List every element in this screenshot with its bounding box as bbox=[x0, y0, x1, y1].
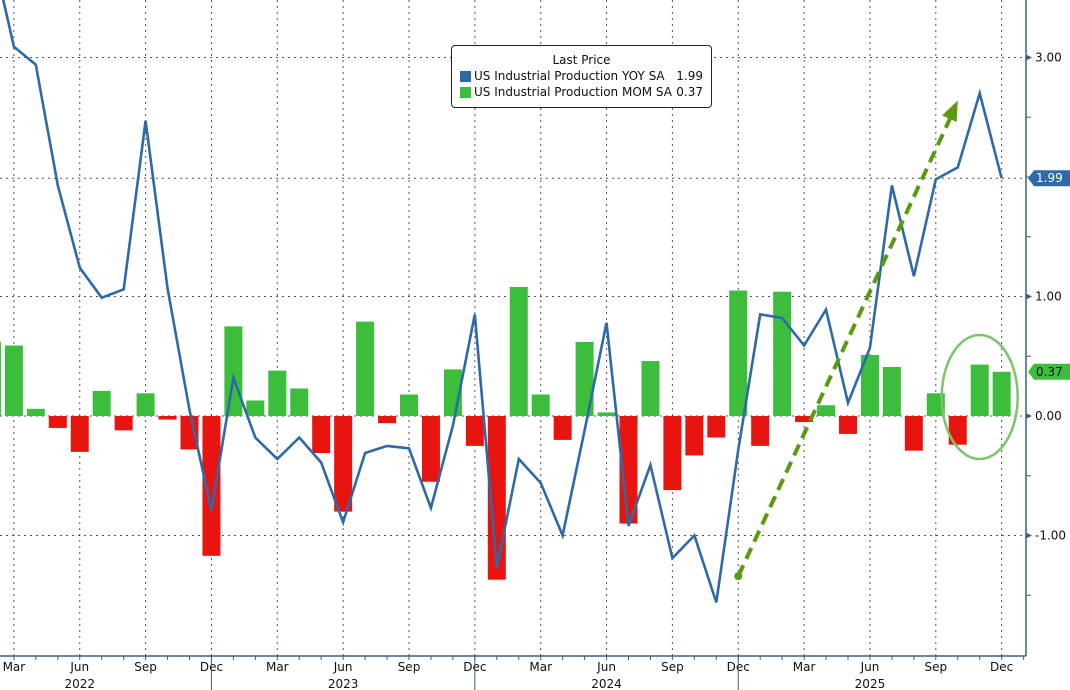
y-tick-mark bbox=[1026, 413, 1032, 419]
bar-mom bbox=[641, 361, 660, 416]
legend-label-mom: US Industrial Production MOM SA bbox=[474, 85, 672, 99]
x-tick-label: Jun bbox=[860, 660, 880, 674]
y-tick-mark bbox=[1026, 293, 1032, 300]
bar-mom bbox=[290, 388, 309, 416]
bar-mom bbox=[685, 416, 704, 456]
x-tick-label: Mar bbox=[266, 660, 289, 674]
bar-mom bbox=[202, 416, 221, 556]
x-tick-label: Dec bbox=[990, 660, 1013, 674]
bar-mom bbox=[246, 400, 265, 416]
legend-item-yoy: US Industrial Production YOY SA 1.99 bbox=[452, 68, 711, 84]
legend-label-yoy: US Industrial Production YOY SA bbox=[474, 69, 665, 83]
bar-mom bbox=[0, 341, 1, 416]
x-tick-label: Mar bbox=[3, 660, 26, 674]
bar-mom bbox=[158, 416, 177, 420]
bar-mom bbox=[597, 412, 616, 416]
year-label: 2025 bbox=[855, 677, 886, 690]
bar-mom bbox=[860, 355, 879, 416]
bar-mom bbox=[795, 416, 814, 422]
bar-mom bbox=[136, 393, 155, 416]
bar-mom bbox=[992, 371, 1011, 416]
y-tick-mark bbox=[1026, 54, 1032, 61]
bar-mom bbox=[487, 416, 506, 580]
year-label: 2024 bbox=[591, 677, 622, 690]
bar-mom bbox=[378, 416, 397, 424]
bar-mom bbox=[312, 416, 331, 454]
bar-mom bbox=[839, 416, 857, 434]
bar-mom bbox=[26, 408, 45, 416]
bar-mom bbox=[663, 416, 682, 491]
line-yoy bbox=[1, 0, 1003, 603]
legend-swatch-yoy bbox=[460, 70, 471, 82]
bar-mom bbox=[531, 394, 550, 416]
bar-mom bbox=[773, 291, 792, 416]
bar-mom bbox=[882, 367, 901, 416]
trend-arrow-start bbox=[734, 572, 743, 581]
bar-mom bbox=[400, 394, 418, 416]
y-tick-mark bbox=[1026, 532, 1032, 539]
bar-mom bbox=[421, 416, 440, 482]
yoy-last-value-tag bbox=[1028, 170, 1070, 187]
bar-mom bbox=[575, 341, 594, 416]
bar-mom bbox=[751, 416, 770, 446]
bar-mom bbox=[180, 416, 199, 450]
mom-last-value-tag-label: 0.37 bbox=[1036, 365, 1063, 379]
x-tick-label: Jun bbox=[333, 660, 353, 674]
legend-value-mom: 0.37 bbox=[676, 85, 703, 99]
legend: Last Price US Industrial Production YOY … bbox=[451, 45, 712, 108]
y-axis-background bbox=[1026, 0, 1070, 690]
trend-arrowhead bbox=[942, 100, 958, 123]
x-tick-label: Mar bbox=[793, 660, 816, 674]
mom-last-value-tag bbox=[1028, 363, 1070, 380]
legend-title: Last Price bbox=[552, 53, 611, 67]
bar-mom bbox=[268, 370, 287, 416]
bar-mom bbox=[926, 393, 945, 416]
yoy-last-value-tag-label: 1.99 bbox=[1036, 171, 1063, 185]
legend-swatch-mom bbox=[460, 86, 471, 98]
x-tick-label: Mar bbox=[529, 660, 552, 674]
x-tick-label: Sep bbox=[398, 660, 421, 674]
y-tick-label: 0.00 bbox=[1035, 409, 1062, 423]
x-tick-label: Jun bbox=[69, 660, 89, 674]
bar-mom bbox=[92, 390, 111, 416]
y-tick-label: 1.00 bbox=[1035, 290, 1062, 304]
bar-mom bbox=[465, 416, 484, 446]
bar-mom bbox=[619, 416, 638, 524]
x-tick-label: Sep bbox=[924, 660, 947, 674]
bar-mom bbox=[224, 326, 243, 416]
trend-arrow bbox=[736, 109, 956, 577]
bar-mom bbox=[114, 416, 133, 431]
x-tick-label: Sep bbox=[134, 660, 157, 674]
legend-value-yoy: 1.99 bbox=[676, 69, 703, 83]
bar-mom bbox=[948, 416, 967, 445]
year-label: 2023 bbox=[328, 677, 359, 690]
x-tick-label: Sep bbox=[661, 660, 684, 674]
x-tick-label: Jun bbox=[596, 660, 616, 674]
bar-mom bbox=[904, 416, 923, 451]
bar-mom bbox=[707, 416, 726, 438]
bar-mom bbox=[553, 416, 572, 440]
bar-mom bbox=[356, 321, 375, 416]
bar-mom bbox=[817, 405, 836, 416]
y-tick-label: -1.00 bbox=[1035, 529, 1066, 543]
bar-mom bbox=[334, 416, 353, 512]
year-label: 2022 bbox=[64, 677, 95, 690]
highlight-ellipse bbox=[940, 333, 1019, 461]
legend-item-mom: US Industrial Production MOM SA 0.37 bbox=[452, 84, 711, 100]
bar-mom bbox=[729, 290, 748, 416]
y-tick-label: 3.00 bbox=[1035, 51, 1062, 65]
bar-mom bbox=[509, 286, 528, 416]
bar-mom bbox=[970, 364, 989, 416]
bar-mom bbox=[48, 416, 67, 428]
bar-mom bbox=[70, 416, 89, 452]
bar-mom bbox=[4, 345, 23, 416]
